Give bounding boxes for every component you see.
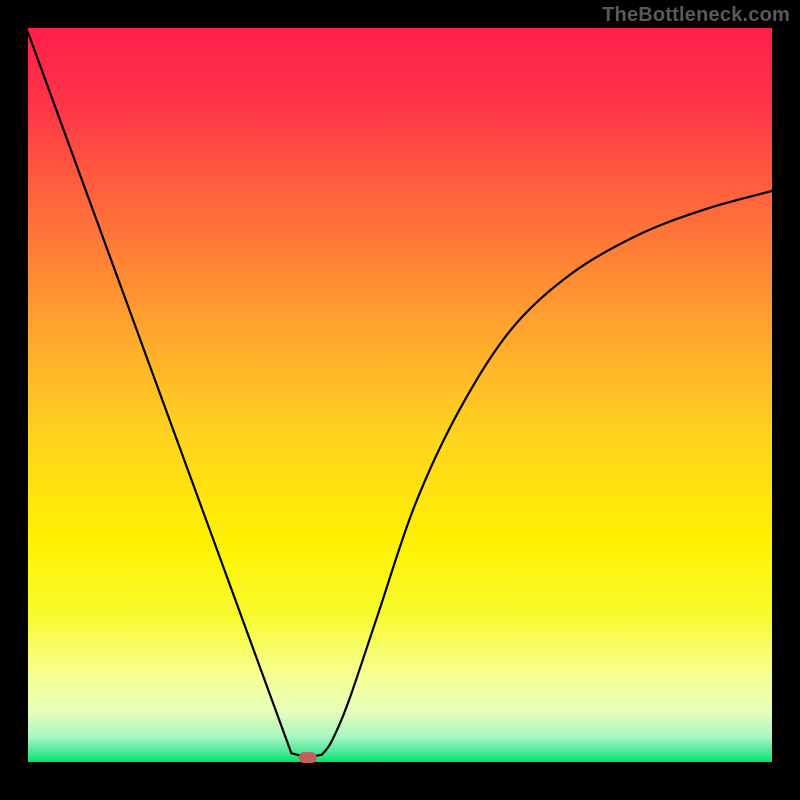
valley-marker xyxy=(298,752,317,764)
chart-frame: TheBottleneck.com xyxy=(0,0,800,800)
plot-outer-border xyxy=(0,0,800,800)
watermark-text: TheBottleneck.com xyxy=(602,4,790,27)
plot-gradient-background xyxy=(28,28,772,762)
